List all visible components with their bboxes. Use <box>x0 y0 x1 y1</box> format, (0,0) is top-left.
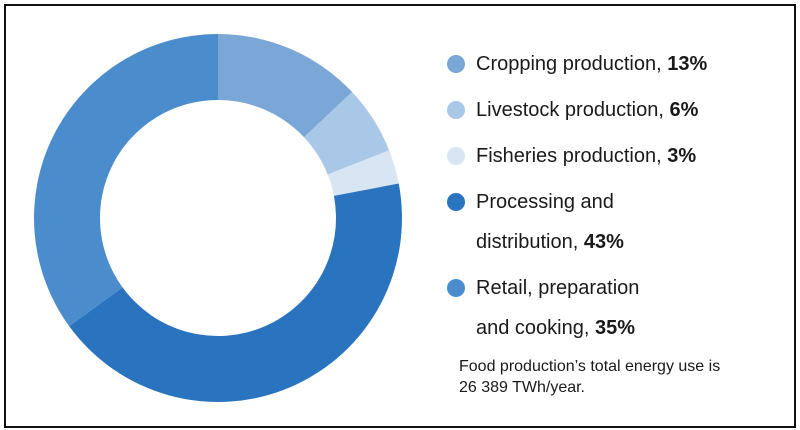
legend-label: Cropping production, <box>476 53 662 75</box>
legend-value: 43% <box>583 231 624 253</box>
legend-value: 13% <box>667 53 708 75</box>
legend-dot <box>447 147 465 165</box>
donut-segment <box>33 34 218 327</box>
legend-value: 35% <box>594 317 636 339</box>
legend-label: Retail, preparation and cooking, <box>476 277 640 339</box>
legend-dot <box>447 55 465 73</box>
frame: Cropping production, 13% Livestock produc… <box>4 4 796 428</box>
legend-label: Fisheries production, <box>476 145 662 167</box>
legend-label: Processing and distribution, <box>476 191 614 253</box>
legend-value: 6% <box>669 99 699 121</box>
legend-item: Cropping production, 13% <box>444 44 776 84</box>
legend-item: Retail, preparation and cooking, 35% <box>444 268 676 348</box>
legend-dot <box>447 101 465 119</box>
legend-item: Fisheries production, 3% <box>444 136 776 176</box>
donut-segment <box>327 150 399 196</box>
legend-dot <box>447 193 465 211</box>
donut-segment <box>304 92 390 175</box>
chart <box>33 34 402 402</box>
donut-segment <box>69 183 402 402</box>
donut-segment <box>218 34 353 138</box>
legend-item: Processing and distribution, 43% <box>444 182 656 262</box>
legend-value: 3% <box>667 145 697 167</box>
legend-label: Livestock production, <box>476 99 664 121</box>
note: Food production’s total energy use is 26… <box>459 358 721 396</box>
legend-item: Livestock production, 6% <box>444 90 776 130</box>
legend: Cropping production, 13% Livestock produc… <box>444 44 776 348</box>
legend-dot <box>447 279 465 297</box>
